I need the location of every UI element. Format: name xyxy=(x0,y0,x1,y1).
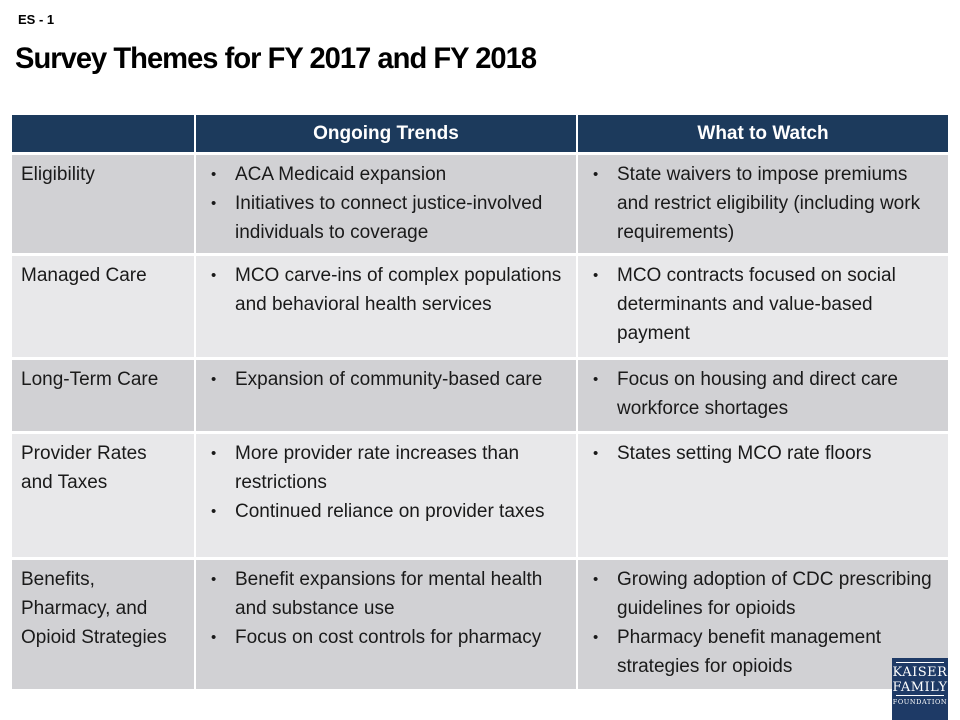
what-to-watch-cell: • MCO contracts focused on social determi… xyxy=(577,254,948,360)
kaiser-family-foundation-logo: KAISER FAMILY FOUNDATION xyxy=(892,658,948,720)
what-to-watch-cell: • Focus on housing and direct care workfo… xyxy=(577,358,948,434)
bullet-text: Expansion of community-based care xyxy=(235,369,543,390)
bullet-text: Benefit expansions for mental health and… xyxy=(235,569,543,619)
table-row-benefits-pharmacy-opioid: Benefits, Pharmacy, and Opioid Strategie… xyxy=(12,558,948,692)
table-row-eligibility: Eligibility • ACA Medicaid expansion • Ini… xyxy=(12,153,948,256)
logo-rule xyxy=(896,695,944,696)
slide-code: ES - 1 xyxy=(18,12,55,27)
bullet-icon: • xyxy=(593,166,599,183)
logo-rule xyxy=(896,662,944,663)
table-header-row: Ongoing Trends What to Watch xyxy=(12,115,948,155)
ongoing-trends-cell: • More provider rate increases than restr… xyxy=(195,432,578,560)
bullet-item: • Pharmacy benefit management strategies … xyxy=(590,623,944,681)
ongoing-trends-cell: • Expansion of community-based care xyxy=(195,358,578,434)
bullet-item: • Initiatives to connect justice-involved… xyxy=(208,189,572,247)
logo-text-foundation: FOUNDATION xyxy=(892,698,948,706)
bullet-icon: • xyxy=(211,267,217,284)
bullet-item: • More provider rate increases than restr… xyxy=(208,439,572,497)
bullet-icon: • xyxy=(593,371,599,388)
table-row-managed-care: Managed Care • MCO carve-ins of complex p… xyxy=(12,254,948,360)
logo-text-kaiser: KAISER xyxy=(892,665,948,680)
ongoing-trends-cell: • Benefit expansions for mental health an… xyxy=(195,558,578,692)
what-to-watch-cell: • Growing adoption of CDC prescribing gui… xyxy=(577,558,948,692)
ongoing-trends-cell: • MCO carve-ins of complex populations an… xyxy=(195,254,578,360)
bullet-item: • Focus on housing and direct care workfo… xyxy=(590,365,944,423)
bullet-text: Initiatives to connect justice-involved … xyxy=(235,193,543,243)
bullet-text: Growing adoption of CDC prescribing guid… xyxy=(617,569,932,619)
bullet-text: MCO carve-ins of complex populations and… xyxy=(235,265,562,315)
bullet-icon: • xyxy=(211,629,217,646)
bullet-icon: • xyxy=(211,166,217,183)
bullet-text: Pharmacy benefit management strategies f… xyxy=(617,627,882,677)
bullet-icon: • xyxy=(593,267,599,284)
row-label: Long-Term Care xyxy=(12,358,196,434)
table-row-long-term-care: Long-Term Care • Expansion of community-b… xyxy=(12,358,948,434)
bullet-icon: • xyxy=(211,445,217,462)
row-label: Managed Care xyxy=(12,254,196,360)
logo-text-family: FAMILY xyxy=(892,680,948,695)
what-to-watch-cell: • State waivers to impose premiums and re… xyxy=(577,153,948,256)
bullet-text: Focus on housing and direct care workfor… xyxy=(617,369,898,419)
bullet-icon: • xyxy=(593,629,599,646)
bullet-item: • Focus on cost controls for pharmacy xyxy=(208,623,572,652)
bullet-text: ACA Medicaid expansion xyxy=(235,164,447,185)
bullet-icon: • xyxy=(211,503,217,520)
bullet-icon: • xyxy=(593,445,599,462)
bullet-item: • Expansion of community-based care xyxy=(208,365,572,394)
column-header-ongoing-trends: Ongoing Trends xyxy=(195,115,578,155)
bullet-text: Continued reliance on provider taxes xyxy=(235,501,545,522)
bullet-item: • Growing adoption of CDC prescribing gui… xyxy=(590,565,944,623)
survey-themes-table: Ongoing Trends What to Watch Eligibility… xyxy=(12,115,948,692)
bullet-item: • State waivers to impose premiums and re… xyxy=(590,160,944,247)
bullet-text: States setting MCO rate floors xyxy=(617,443,872,464)
bullet-icon: • xyxy=(211,571,217,588)
column-header-topic xyxy=(12,115,196,155)
bullet-item: • MCO carve-ins of complex populations an… xyxy=(208,261,572,319)
bullet-text: Focus on cost controls for pharmacy xyxy=(235,627,542,648)
row-label: Provider Rates and Taxes xyxy=(12,432,196,560)
bullet-text: State waivers to impose premiums and res… xyxy=(617,164,921,243)
column-header-what-to-watch: What to Watch xyxy=(577,115,948,155)
bullet-item: • ACA Medicaid expansion xyxy=(208,160,572,189)
bullet-item: • MCO contracts focused on social determi… xyxy=(590,261,944,348)
ongoing-trends-cell: • ACA Medicaid expansion • Initiatives to … xyxy=(195,153,578,256)
bullet-text: More provider rate increases than restri… xyxy=(235,443,520,493)
row-label: Eligibility xyxy=(12,153,196,256)
what-to-watch-cell: • States setting MCO rate floors xyxy=(577,432,948,560)
bullet-item: • Benefit expansions for mental health an… xyxy=(208,565,572,623)
bullet-item: • States setting MCO rate floors xyxy=(590,439,944,468)
bullet-icon: • xyxy=(211,371,217,388)
bullet-item: • Continued reliance on provider taxes xyxy=(208,497,572,526)
bullet-text: MCO contracts focused on social determin… xyxy=(617,265,896,344)
table-row-provider-rates-and-taxes: Provider Rates and Taxes • More provider … xyxy=(12,432,948,560)
page-title: Survey Themes for FY 2017 and FY 2018 xyxy=(15,42,537,75)
bullet-icon: • xyxy=(211,195,217,212)
row-label: Benefits, Pharmacy, and Opioid Strategie… xyxy=(12,558,196,692)
bullet-icon: • xyxy=(593,571,599,588)
